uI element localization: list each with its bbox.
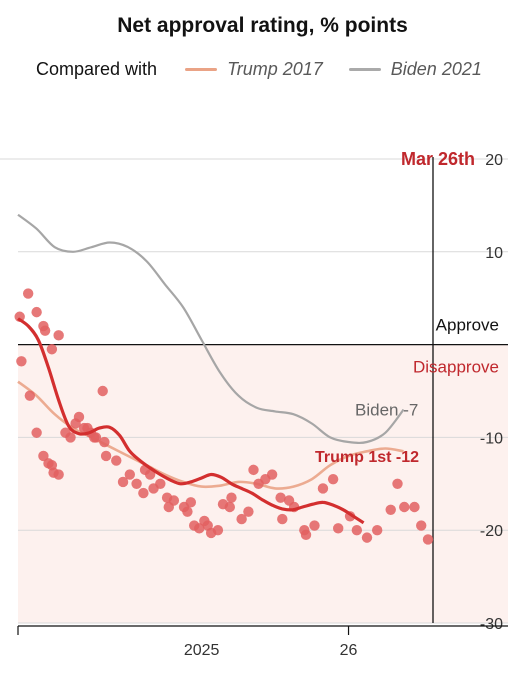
poll-point [53, 469, 64, 480]
poll-point [90, 432, 102, 443]
poll-point [266, 469, 278, 480]
poll-point [212, 525, 224, 536]
poll-point [111, 455, 122, 466]
y-tick-label: -30 [480, 616, 503, 633]
approve-label: Approve [436, 316, 499, 335]
poll-point [399, 501, 410, 513]
poll-point [46, 344, 58, 355]
poll-point [124, 469, 136, 480]
legend-swatch-trump-2017 [185, 67, 218, 71]
series-line-biden-2021 [17, 213, 405, 445]
legend-item-trump-2017: Trump 2017 [185, 59, 323, 80]
poll-point [38, 450, 49, 462]
poll-point [277, 513, 288, 525]
poll-point [300, 529, 312, 541]
poll-point [144, 469, 156, 480]
disapprove-label: Disapprove [413, 358, 499, 377]
y-tick-label: -20 [480, 523, 503, 540]
poll-point [236, 513, 247, 525]
poll-point [409, 501, 420, 513]
poll-point [16, 356, 27, 367]
y-tick-label: 10 [485, 245, 503, 262]
series-line-trump [17, 317, 365, 525]
y-tick-label: -10 [480, 430, 503, 447]
x-tick-label: 26 [340, 642, 358, 659]
legend-swatch-biden-2021 [348, 67, 381, 71]
poll-point [361, 532, 373, 543]
series-end-label-trump-2017: Trump 1st -12 [315, 449, 419, 466]
poll-point [226, 492, 237, 503]
poll-point [168, 495, 180, 506]
poll-point [194, 523, 205, 534]
poll-point [99, 436, 110, 448]
chart-title: Net approval rating, % points [117, 14, 408, 37]
poll-point [385, 504, 396, 515]
poll-point [371, 525, 383, 536]
legend-lead: Compared with [36, 58, 158, 79]
poll-point [100, 450, 112, 462]
poll-point [39, 325, 51, 336]
y-tick-label: 20 [485, 152, 503, 169]
poll-point [243, 506, 254, 517]
poll-point [31, 427, 42, 438]
poll-point [248, 464, 259, 476]
poll-point [333, 523, 344, 534]
legend-label-biden-2021: Biden 2021 [390, 58, 482, 79]
date-marker-label: Mar 26th [401, 149, 475, 169]
poll-point [22, 288, 34, 299]
x-tick-label: 2025 [184, 642, 220, 659]
poll-point [155, 478, 166, 489]
legend: Compared with Trump 2017 Biden 2021 [36, 56, 508, 82]
series-end-label-biden: Biden -7 [355, 401, 418, 420]
poll-point [14, 311, 25, 322]
poll-point [131, 478, 142, 489]
poll-point [416, 520, 427, 531]
poll-point [117, 476, 129, 488]
poll-point [97, 385, 108, 397]
poll-point [392, 478, 403, 489]
poll-point [317, 483, 329, 494]
poll-point [73, 411, 85, 423]
poll-point [31, 306, 42, 318]
poll-point [65, 432, 76, 443]
poll-point [275, 492, 286, 503]
poll-point [185, 497, 197, 508]
poll-point [351, 525, 363, 536]
poll-point [182, 506, 193, 517]
poll-point [422, 534, 434, 545]
poll-point [224, 501, 235, 513]
poll-point [327, 473, 339, 485]
legend-label-trump-2017: Trump 2017 [227, 58, 323, 79]
poll-point [53, 330, 64, 341]
poll-point [138, 487, 149, 499]
poll-point [24, 390, 36, 401]
legend-item-biden-2021: Biden 2021 [348, 58, 482, 80]
poll-point [309, 520, 320, 531]
